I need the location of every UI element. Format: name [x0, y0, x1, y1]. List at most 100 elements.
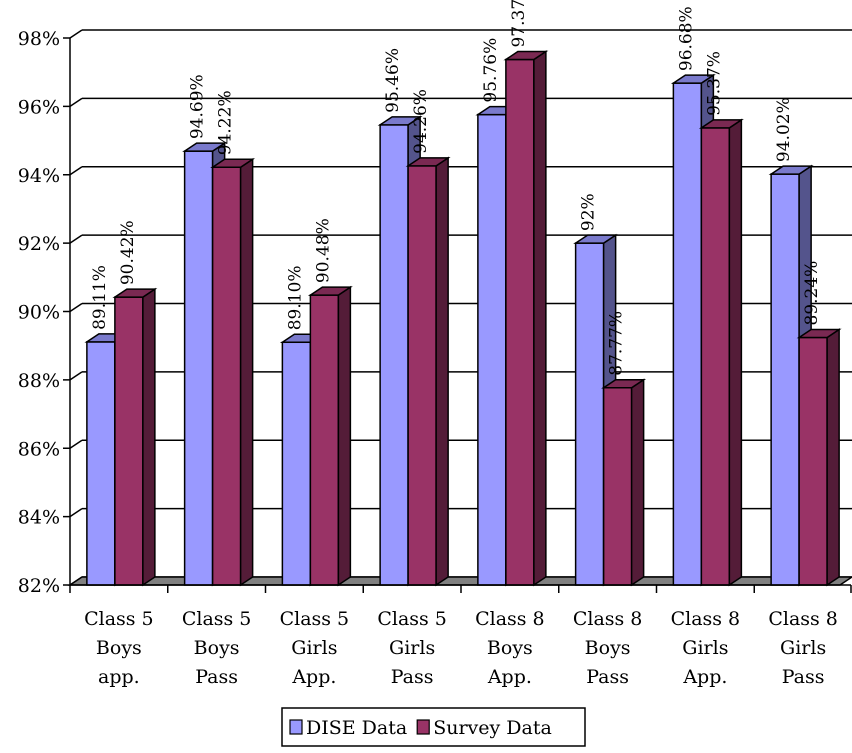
data-label-1-6: 95.37% [704, 51, 724, 116]
bar-1-4 [505, 58, 535, 586]
bar-side-1-7 [826, 328, 840, 587]
data-label-1-4: 97.37% [509, 0, 529, 48]
data-label-0-2: 89.10% [285, 265, 305, 330]
data-label-1-3: 94.26% [411, 89, 431, 154]
bar-side-1-5 [630, 378, 645, 587]
y-tick-label: 92% [18, 233, 60, 255]
data-label-0-5: 92% [579, 193, 599, 231]
category-label-line: Boys [96, 637, 142, 659]
bar-top-1-0 [112, 288, 158, 298]
category-label-line: Girls [389, 637, 435, 659]
data-label-0-7: 94.02% [774, 97, 794, 162]
y-tick-label: 98% [18, 28, 60, 50]
category-label-line: Girls [291, 637, 337, 659]
y-tick-label: 90% [18, 302, 60, 324]
category-label-line: App. [291, 666, 336, 688]
y-tick-label: 94% [18, 165, 60, 187]
bar-1-0 [114, 296, 144, 586]
category-label-line: Class 8 [671, 608, 741, 630]
legend-box [281, 707, 586, 747]
bar-1-6 [700, 127, 731, 586]
bar-side-1-3 [435, 156, 449, 587]
bar-0-6 [672, 82, 703, 586]
bar-top-0-1 [182, 142, 228, 152]
bar-0-2 [281, 341, 312, 586]
data-label-0-1: 94.69% [188, 74, 208, 139]
bar-top-0-5 [573, 234, 619, 244]
bar-top-0-7 [768, 165, 814, 175]
legend: DISE Data Survey Data [281, 707, 586, 747]
gridline-depth [69, 234, 83, 244]
category-label: Class 8 Boys App. [475, 608, 545, 688]
data-label-0-3: 95.46% [383, 48, 403, 113]
axes: 82% 84% 86% 88% 90% 92% 94% 96% 98% Class 5 Boys ap… [18, 28, 852, 688]
bar-0-4 [477, 113, 507, 586]
y-tick-label: 84% [18, 507, 60, 529]
bar-side-1-2 [337, 285, 352, 587]
gridline-depth [69, 439, 83, 449]
category-label-line: Class 5 [182, 608, 252, 630]
category-label: Class 5 Girls Pass [377, 608, 447, 688]
bars [84, 50, 842, 587]
data-label-0-6: 96.68% [676, 6, 696, 71]
data-label-0-4: 95.76% [481, 38, 501, 103]
bar-0-0 [86, 341, 116, 586]
bar-top-1-6 [698, 119, 744, 129]
bar-side-1-1 [239, 157, 254, 587]
bar-top-1-2 [307, 286, 353, 296]
gridline-depth [69, 166, 83, 176]
category-label-line: App. [682, 666, 727, 688]
data-label-1-0: 90.42% [118, 220, 138, 285]
y-tick-label: 82% [18, 575, 60, 597]
bar-top-1-3 [405, 157, 451, 167]
data-labels: 89.11% 90.42% 94.69% 94.22% 89.10% 90.48% 95.4… [90, 0, 822, 376]
category-label: Class 8 Girls Pass [768, 608, 838, 688]
category-label: Class 5 Boys Pass [182, 608, 252, 688]
gridline-depth [69, 508, 83, 518]
category-label-line: Pass [586, 666, 629, 688]
category-label-line: app. [98, 666, 140, 688]
category-label: Class 5 Boys app. [84, 608, 154, 688]
bar-1-1 [211, 166, 242, 586]
category-label-line: Class 5 [280, 608, 350, 630]
bar-1-3 [407, 165, 437, 586]
category-label: Class 5 Girls App. [280, 608, 350, 688]
gridline-depth [69, 97, 83, 107]
bar-side-1-6 [728, 118, 743, 587]
category-label-line: Class 5 [377, 608, 447, 630]
bar-top-0-6 [670, 74, 716, 84]
category-label: Class 8 Boys Pass [573, 608, 643, 688]
data-label-1-7: 89.24% [802, 261, 822, 326]
category-label-line: Girls [780, 637, 826, 659]
bar-side-1-4 [533, 50, 547, 587]
legend-swatch-0 [289, 719, 303, 735]
bar-top-1-5 [601, 378, 647, 389]
category-label-line: Girls [682, 637, 728, 659]
legend-swatch-1 [416, 719, 430, 735]
category-label-line: Class 8 [475, 608, 545, 630]
bar-1-5 [602, 386, 633, 586]
y-tick-label: 86% [18, 438, 60, 460]
category-label-line: Class 5 [84, 608, 154, 630]
bar-1-2 [309, 294, 340, 586]
category-label-line: Boys [487, 637, 533, 659]
data-label-1-1: 94.22% [216, 90, 236, 155]
category-label-line: App. [487, 666, 532, 688]
category-label-line: Pass [195, 666, 238, 688]
category-label-line: Boys [585, 637, 631, 659]
data-label-0-0: 89.11% [90, 265, 110, 330]
category-label-line: Boys [194, 637, 240, 659]
bar-0-1 [183, 150, 214, 586]
bar-1-7 [798, 336, 828, 586]
legend-label-1: Survey Data [433, 717, 552, 739]
bar-0-5 [574, 242, 605, 586]
bar-top-0-3 [377, 116, 423, 126]
gridline-depth [69, 29, 83, 39]
category-label: Class 8 Girls App. [671, 608, 741, 688]
data-label-1-5: 87.77% [607, 311, 627, 376]
gridline-depth [69, 371, 83, 381]
bar-top-1-7 [796, 328, 842, 339]
bar-side-1-0 [142, 287, 156, 587]
category-label-line: Class 8 [573, 608, 643, 630]
bar-top-1-1 [210, 158, 256, 168]
